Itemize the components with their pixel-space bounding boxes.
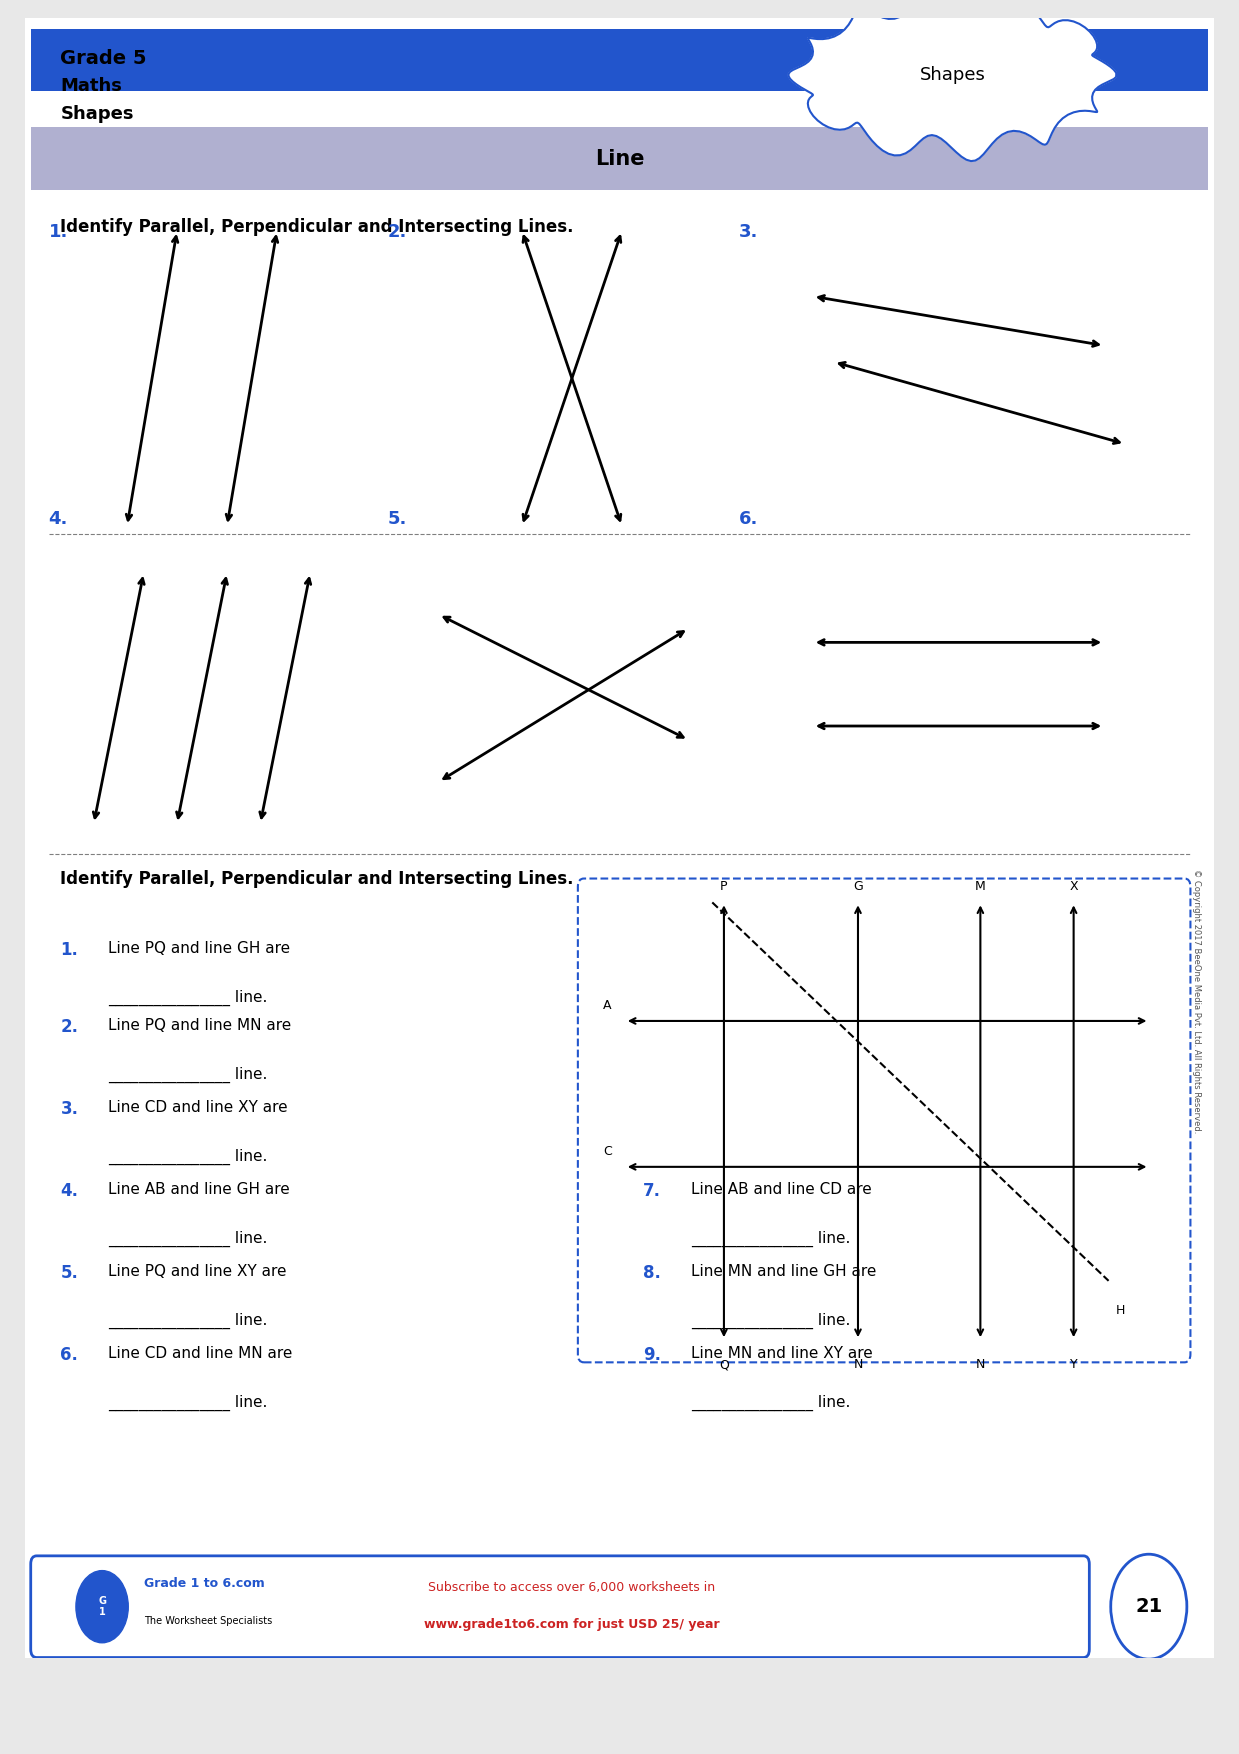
- Circle shape: [1110, 1554, 1187, 1659]
- Text: P: P: [720, 881, 727, 893]
- Text: Line AB and line GH are: Line AB and line GH are: [108, 1182, 290, 1196]
- Text: Grade 1 to 6.com: Grade 1 to 6.com: [144, 1577, 264, 1591]
- Text: Maths: Maths: [61, 77, 123, 95]
- Text: 7.: 7.: [643, 1182, 662, 1200]
- Circle shape: [76, 1570, 129, 1643]
- Text: Identify Parallel, Perpendicular and Intersecting Lines.: Identify Parallel, Perpendicular and Int…: [61, 870, 574, 888]
- Text: G
1: G 1: [98, 1596, 107, 1617]
- Text: Identify Parallel, Perpendicular and Intersecting Lines.: Identify Parallel, Perpendicular and Int…: [61, 217, 574, 235]
- FancyBboxPatch shape: [12, 2, 1227, 1673]
- FancyBboxPatch shape: [577, 879, 1191, 1363]
- Text: ________________ line.: ________________ line.: [108, 1066, 268, 1084]
- Text: Line CD and line XY are: Line CD and line XY are: [108, 1100, 287, 1116]
- Text: Line MN and line XY are: Line MN and line XY are: [691, 1345, 872, 1361]
- Text: Line PQ and line GH are: Line PQ and line GH are: [108, 940, 290, 956]
- Text: X: X: [1069, 881, 1078, 893]
- Text: ________________ line.: ________________ line.: [108, 1314, 268, 1330]
- Text: 4.: 4.: [48, 509, 68, 528]
- Text: ________________ line.: ________________ line.: [108, 989, 268, 1007]
- Text: Line CD and line MN are: Line CD and line MN are: [108, 1345, 292, 1361]
- Bar: [31, 128, 1208, 189]
- Text: 5.: 5.: [61, 1265, 78, 1282]
- Text: www.grade1to6.com for just USD 25/ year: www.grade1to6.com for just USD 25/ year: [424, 1619, 720, 1631]
- Text: H: H: [1115, 1303, 1125, 1317]
- FancyBboxPatch shape: [31, 1556, 1089, 1658]
- Polygon shape: [788, 0, 1116, 161]
- Text: A: A: [603, 998, 612, 1012]
- Text: Line: Line: [595, 149, 644, 168]
- Text: 4.: 4.: [61, 1182, 78, 1200]
- Text: Line MN and line GH are: Line MN and line GH are: [691, 1265, 876, 1279]
- Text: C: C: [603, 1145, 612, 1158]
- Text: 2.: 2.: [388, 223, 406, 240]
- Text: 2.: 2.: [61, 1017, 78, 1037]
- Text: 9.: 9.: [643, 1345, 662, 1365]
- Text: Line AB and line CD are: Line AB and line CD are: [691, 1182, 871, 1196]
- Text: 3.: 3.: [61, 1100, 78, 1117]
- Text: Subscribe to access over 6,000 worksheets in: Subscribe to access over 6,000 worksheet…: [429, 1580, 715, 1594]
- Bar: [31, 30, 1208, 91]
- Text: Shapes: Shapes: [919, 67, 985, 84]
- Text: Shapes: Shapes: [61, 105, 134, 123]
- Text: Grade 5: Grade 5: [61, 49, 147, 68]
- Text: 3.: 3.: [738, 223, 758, 240]
- Text: Line PQ and line XY are: Line PQ and line XY are: [108, 1265, 286, 1279]
- Text: G: G: [854, 881, 862, 893]
- Text: N: N: [975, 1358, 985, 1372]
- Text: 1.: 1.: [48, 223, 68, 240]
- Text: 6.: 6.: [738, 509, 758, 528]
- Text: ________________ line.: ________________ line.: [108, 1231, 268, 1247]
- Text: 8.: 8.: [643, 1265, 662, 1282]
- Text: 1.: 1.: [61, 940, 78, 959]
- Text: ________________ line.: ________________ line.: [108, 1394, 268, 1412]
- Text: The Worksheet Specialists: The Worksheet Specialists: [144, 1617, 273, 1626]
- Text: © Copyright 2017 BeeOne Media Pvt. Ltd. All Rights Reserved.: © Copyright 2017 BeeOne Media Pvt. Ltd. …: [1192, 870, 1201, 1133]
- Text: ________________ line.: ________________ line.: [691, 1231, 850, 1247]
- Text: ________________ line.: ________________ line.: [108, 1149, 268, 1165]
- Text: 5.: 5.: [388, 509, 406, 528]
- Text: 6.: 6.: [61, 1345, 78, 1365]
- Text: Y: Y: [1069, 1358, 1078, 1372]
- Text: 21: 21: [1135, 1598, 1162, 1615]
- Text: ________________ line.: ________________ line.: [691, 1314, 850, 1330]
- Text: ________________ line.: ________________ line.: [691, 1394, 850, 1412]
- Text: Line PQ and line MN are: Line PQ and line MN are: [108, 1017, 291, 1033]
- Text: Q: Q: [719, 1358, 729, 1372]
- Text: N: N: [854, 1358, 862, 1372]
- Text: M: M: [975, 881, 986, 893]
